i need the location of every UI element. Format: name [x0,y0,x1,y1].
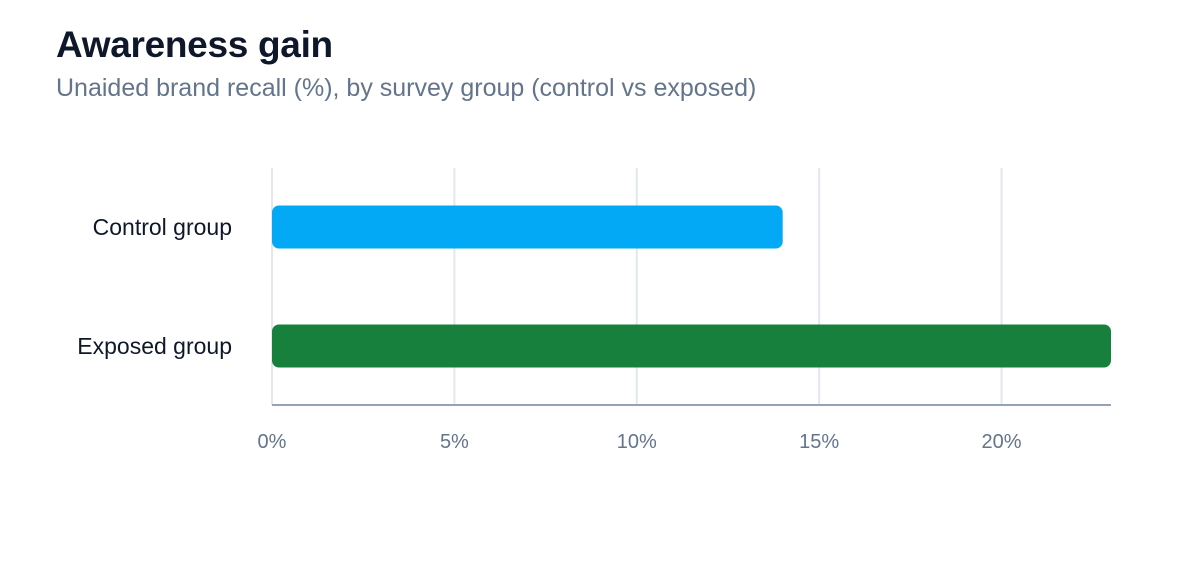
chart-subtitle: Unaided brand recall (%), by survey grou… [56,74,757,102]
x-tick-label-2: 10% [617,431,657,453]
x-tick-label-4: 20% [982,431,1022,453]
x-tick-label-3: 15% [799,431,839,453]
x-tick-labels: 0% 5% 10% 15% 20% [258,431,1022,453]
chart-title: Awareness gain [56,24,333,65]
bars [272,205,1111,368]
x-tick-label-1: 5% [440,431,469,453]
category-label-0: Control group [93,214,232,240]
bar-control-group [272,205,783,249]
gridlines [271,168,1003,405]
x-tick-label-0: 0% [258,431,287,453]
category-label-1: Exposed group [77,333,232,359]
bar-exposed-group [272,324,1111,368]
category-labels: Control group Exposed group [77,214,232,359]
